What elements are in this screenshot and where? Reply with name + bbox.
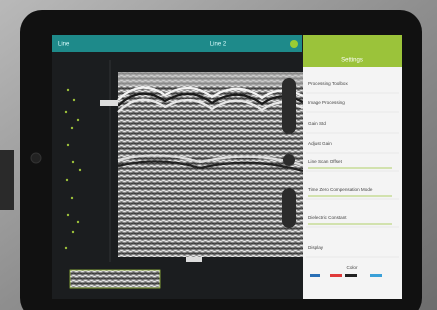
back-button[interactable]: Line — [58, 42, 70, 48]
action-button[interactable] — [290, 40, 298, 48]
top-bar — [52, 35, 302, 52]
settings-title: Settings — [341, 58, 363, 64]
minimap[interactable] — [70, 270, 160, 288]
background-object — [0, 150, 14, 210]
page: Line Line 2 Settings Processing Toolbox I… — [0, 0, 437, 310]
setting-label[interactable]: Image Processing — [308, 100, 345, 105]
tool-buttons[interactable] — [282, 188, 296, 228]
home-button — [31, 153, 41, 163]
setting-label[interactable]: Dielectric Constant — [308, 215, 347, 220]
setting-label[interactable]: Time Zero Compensation Mode — [308, 187, 373, 192]
surface-band — [118, 72, 303, 86]
tool-buttons[interactable] — [282, 78, 296, 134]
setting-label[interactable]: Gain Std — [308, 121, 326, 126]
screen-title: Line 2 — [210, 42, 227, 48]
distance-marker — [186, 257, 202, 262]
setting-label[interactable]: Adjust Gain — [308, 141, 332, 146]
setting-label[interactable]: Line Scan Offset — [308, 159, 343, 164]
color-label: Color — [347, 265, 358, 270]
photo: Line Line 2 Settings Processing Toolbox I… — [0, 0, 437, 310]
settings-panel — [303, 35, 402, 299]
depth-marker — [100, 100, 118, 106]
setting-label[interactable]: Processing Toolbox — [308, 81, 348, 86]
tool-button[interactable] — [283, 154, 295, 166]
setting-label[interactable]: Display — [308, 245, 324, 250]
